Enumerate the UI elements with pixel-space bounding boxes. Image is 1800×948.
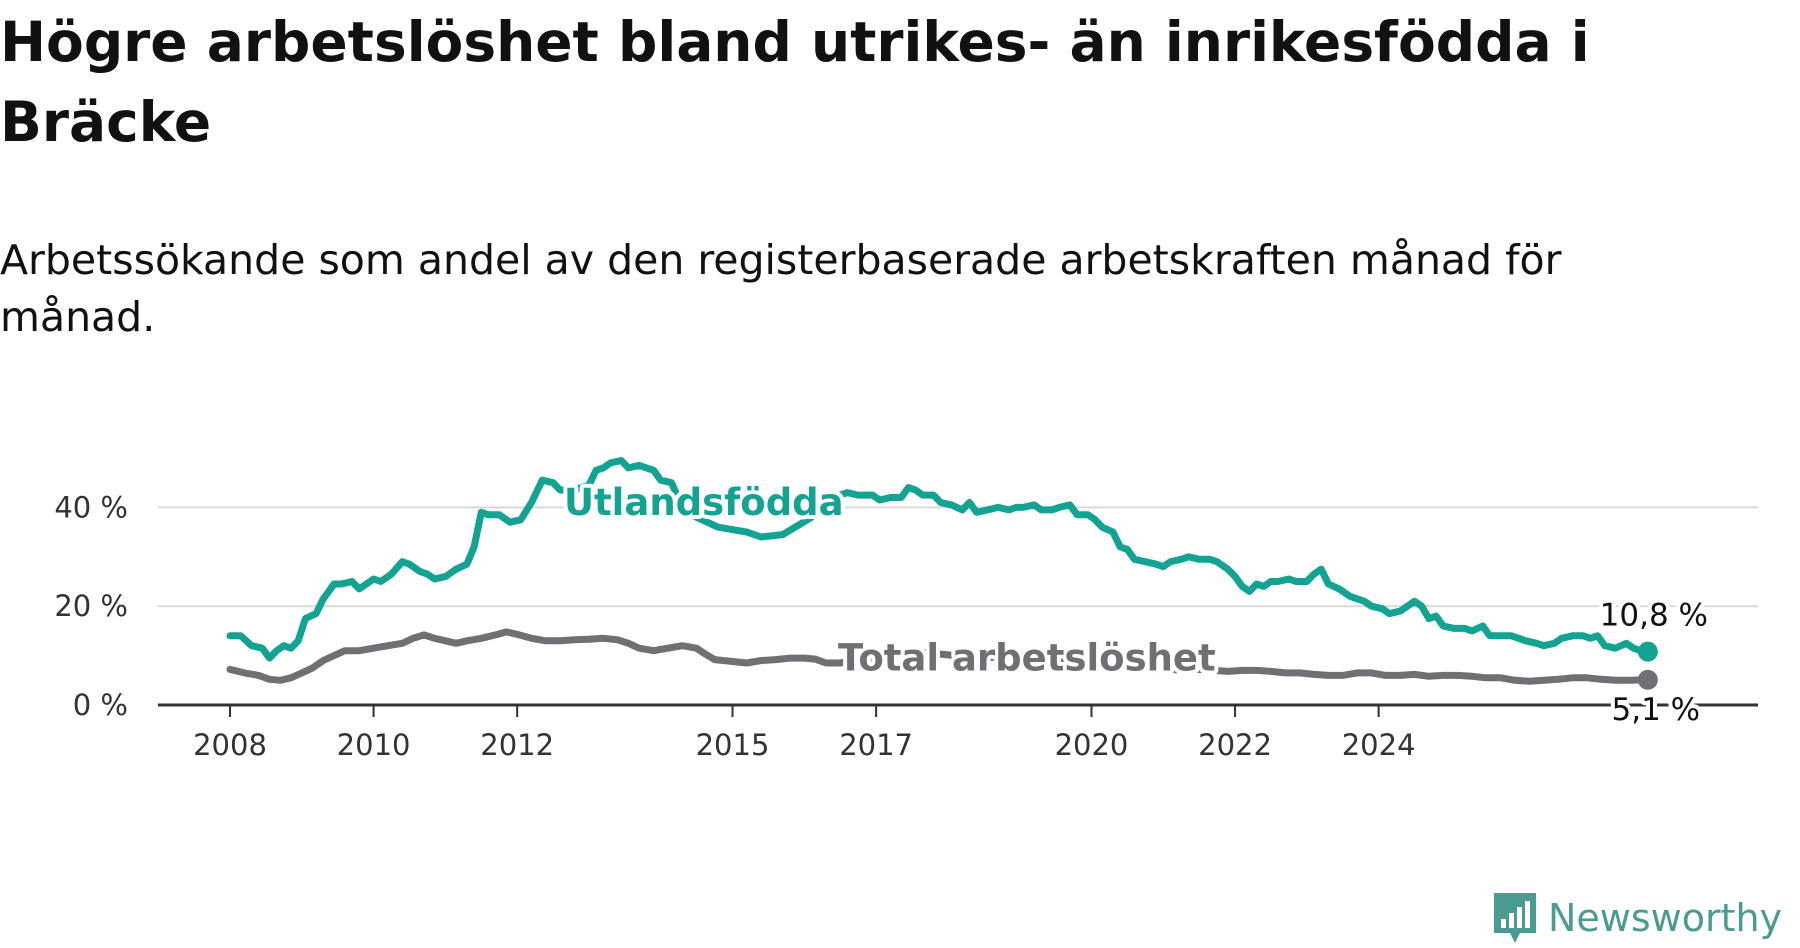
series-labels: Utlandsfödda Total arbetslöshet 10,8 % 5,1 …	[560, 477, 1712, 732]
x-tick-label: 2015	[696, 728, 770, 762]
series-line-total	[226, 628, 1652, 685]
series-lines	[226, 457, 1658, 690]
x-tick-label: 2017	[839, 728, 913, 762]
x-tick-label: 2010	[337, 728, 411, 762]
newsworthy-chart-icon	[1494, 893, 1536, 943]
x-tick-label: 2008	[193, 728, 267, 762]
y-tick-label: 40 %	[54, 490, 128, 524]
y-tick-label: 0 %	[73, 688, 128, 722]
series-end-marker	[1637, 669, 1658, 690]
x-tick-label: 2012	[480, 728, 554, 762]
y-tick-label: 20 %	[54, 589, 128, 623]
chart-title: Högre arbetslöshet bland utrikes- än inr…	[0, 10, 1590, 154]
y-axis-ticks: 0 % 20 % 40 %	[54, 490, 128, 722]
x-axis-ticks: 2008 2010 2012 2015 2017 2020 2022 2024	[193, 705, 1416, 762]
series-line-utlandsfodda	[226, 457, 1652, 662]
brand-logo: Newsworthy	[1490, 888, 1782, 948]
series-label-total: Total arbetslöshet	[838, 636, 1216, 679]
last-value-utlandsfodda: 10,8 %	[1600, 598, 1708, 634]
last-value-total: 5,1 %	[1612, 692, 1701, 728]
series-end-marker	[1637, 641, 1658, 662]
chart-subtitle: Arbetssökande som andel av den registerb…	[0, 236, 1562, 341]
series-label-utlandsfodda: Utlandsfödda	[564, 481, 844, 524]
x-tick-label: 2024	[1342, 728, 1416, 762]
x-tick-label: 2022	[1198, 728, 1272, 762]
line-chart: 0 % 20 % 40 % 2008 2010 2012 2015 2017 2020 2022…	[54, 457, 1758, 762]
brand-name: Newsworthy	[1548, 896, 1783, 940]
x-tick-label: 2020	[1055, 728, 1129, 762]
